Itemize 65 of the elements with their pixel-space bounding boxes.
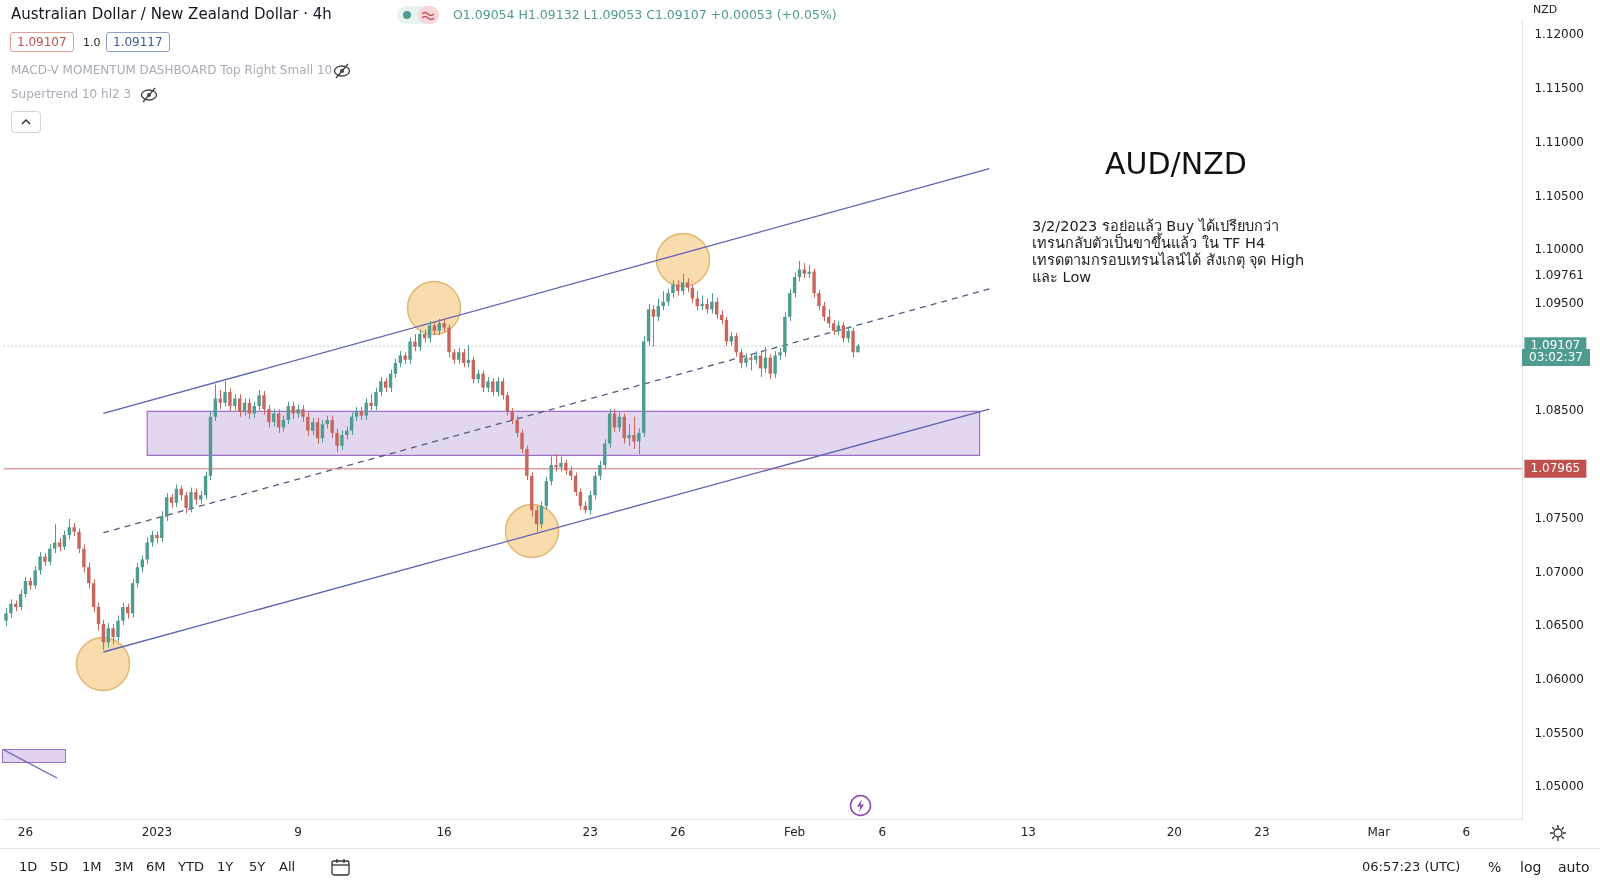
x-tick-label: 26 <box>670 824 686 839</box>
x-tick-label: Feb <box>783 824 806 839</box>
candlestick <box>4 607 8 627</box>
annotation: 1.0 <box>83 36 101 49</box>
candlestick <box>43 552 47 567</box>
annotation: MACD-V MOMENTUM DASHBOARD Top Right Small 10 <box>11 63 333 77</box>
text: 03:02:37 <box>1522 349 1590 366</box>
text: 1Y <box>217 859 234 874</box>
x-tick-label: 26 <box>17 824 34 839</box>
text: 1M <box>82 859 102 874</box>
candlestick <box>145 536 149 565</box>
x-tick-label: 2023 <box>141 824 173 839</box>
candlestick <box>218 389 222 410</box>
x-tick-label: 23 <box>582 824 598 839</box>
chart-subtitle: O1.09054 H1.09132 L1.09053 C1.09107 +0.00053 (+0.05%) <box>453 7 837 22</box>
x-tick-label: 16 <box>436 824 452 839</box>
text: 3M <box>114 859 134 874</box>
candlestick <box>111 623 115 645</box>
candlestick <box>301 404 305 423</box>
chart-title: Australian Dollar / New Zealand Dollar · 4h <box>11 5 332 23</box>
x-tick-label: 23 <box>1254 824 1270 839</box>
text: log <box>1520 859 1542 875</box>
y-tick-label: 1.05000 <box>1534 779 1584 794</box>
text: 6M <box>146 859 166 874</box>
annotation: 3/2/2023 รอย่อแล้ว Buy ได้เปรียบกว่า เทรนกลับตัวเป็นขาขึ้นแล้ว ใน TF H4 เทรดตามกรอบเทรนไลน์ได้ สังเกตุ จุด High และ Low <box>1032 218 1305 286</box>
text: 5D <box>50 859 69 874</box>
candlestick <box>452 348 456 365</box>
annotation: AUD/NZD <box>1105 146 1247 181</box>
y-tick-label: 1.10500 <box>1534 188 1584 203</box>
text: 06:57:23 (UTC) <box>1362 859 1461 874</box>
y-tick-label: 1.05500 <box>1534 725 1584 740</box>
text: auto <box>1558 859 1590 875</box>
y-tick-label: 1.07500 <box>1534 510 1584 525</box>
text: 5Y <box>249 859 266 874</box>
x-tick-label: 6 <box>1462 824 1471 839</box>
y-tick-label: 1.08500 <box>1534 403 1584 418</box>
text: All <box>279 859 296 874</box>
x-tick-label: 13 <box>1020 824 1036 839</box>
x-tick-label: Mar <box>1367 824 1391 839</box>
candlestick <box>442 318 446 333</box>
candlestick <box>666 288 670 307</box>
text: YTD <box>178 859 204 874</box>
annotation: 1.09107 <box>10 32 74 52</box>
y-tick-label: 1.07000 <box>1534 564 1584 579</box>
annotation: Supertrend 10 hl2 3 <box>11 87 132 101</box>
y-tick-label: 1.11500 <box>1534 81 1584 96</box>
y-tick-label: 1.10000 <box>1534 242 1584 257</box>
candlestick <box>486 376 490 393</box>
annotation: 1.09117 <box>106 32 170 52</box>
text: NZD <box>1533 3 1558 16</box>
text: % <box>1488 859 1502 875</box>
text: 1D <box>19 859 38 874</box>
candlestick <box>72 522 76 537</box>
ref-line-label: 1.07965 <box>1530 460 1581 475</box>
x-tick-label: 20 <box>1166 824 1182 839</box>
y-tick-label: 1.06500 <box>1534 618 1584 633</box>
y-tick-label: 1.11000 <box>1534 134 1584 149</box>
y-tick-label: 1.12000 <box>1534 27 1584 42</box>
candlestick <box>403 351 407 365</box>
x-tick-label: 6 <box>878 824 887 839</box>
x-tick-label: 9 <box>294 824 302 839</box>
y-tick-label: 1.06000 <box>1534 672 1584 687</box>
candlestick <box>773 350 777 379</box>
y-tick-label: 1.09761 <box>1534 267 1584 282</box>
y-tick-label: 1.09500 <box>1534 296 1584 311</box>
